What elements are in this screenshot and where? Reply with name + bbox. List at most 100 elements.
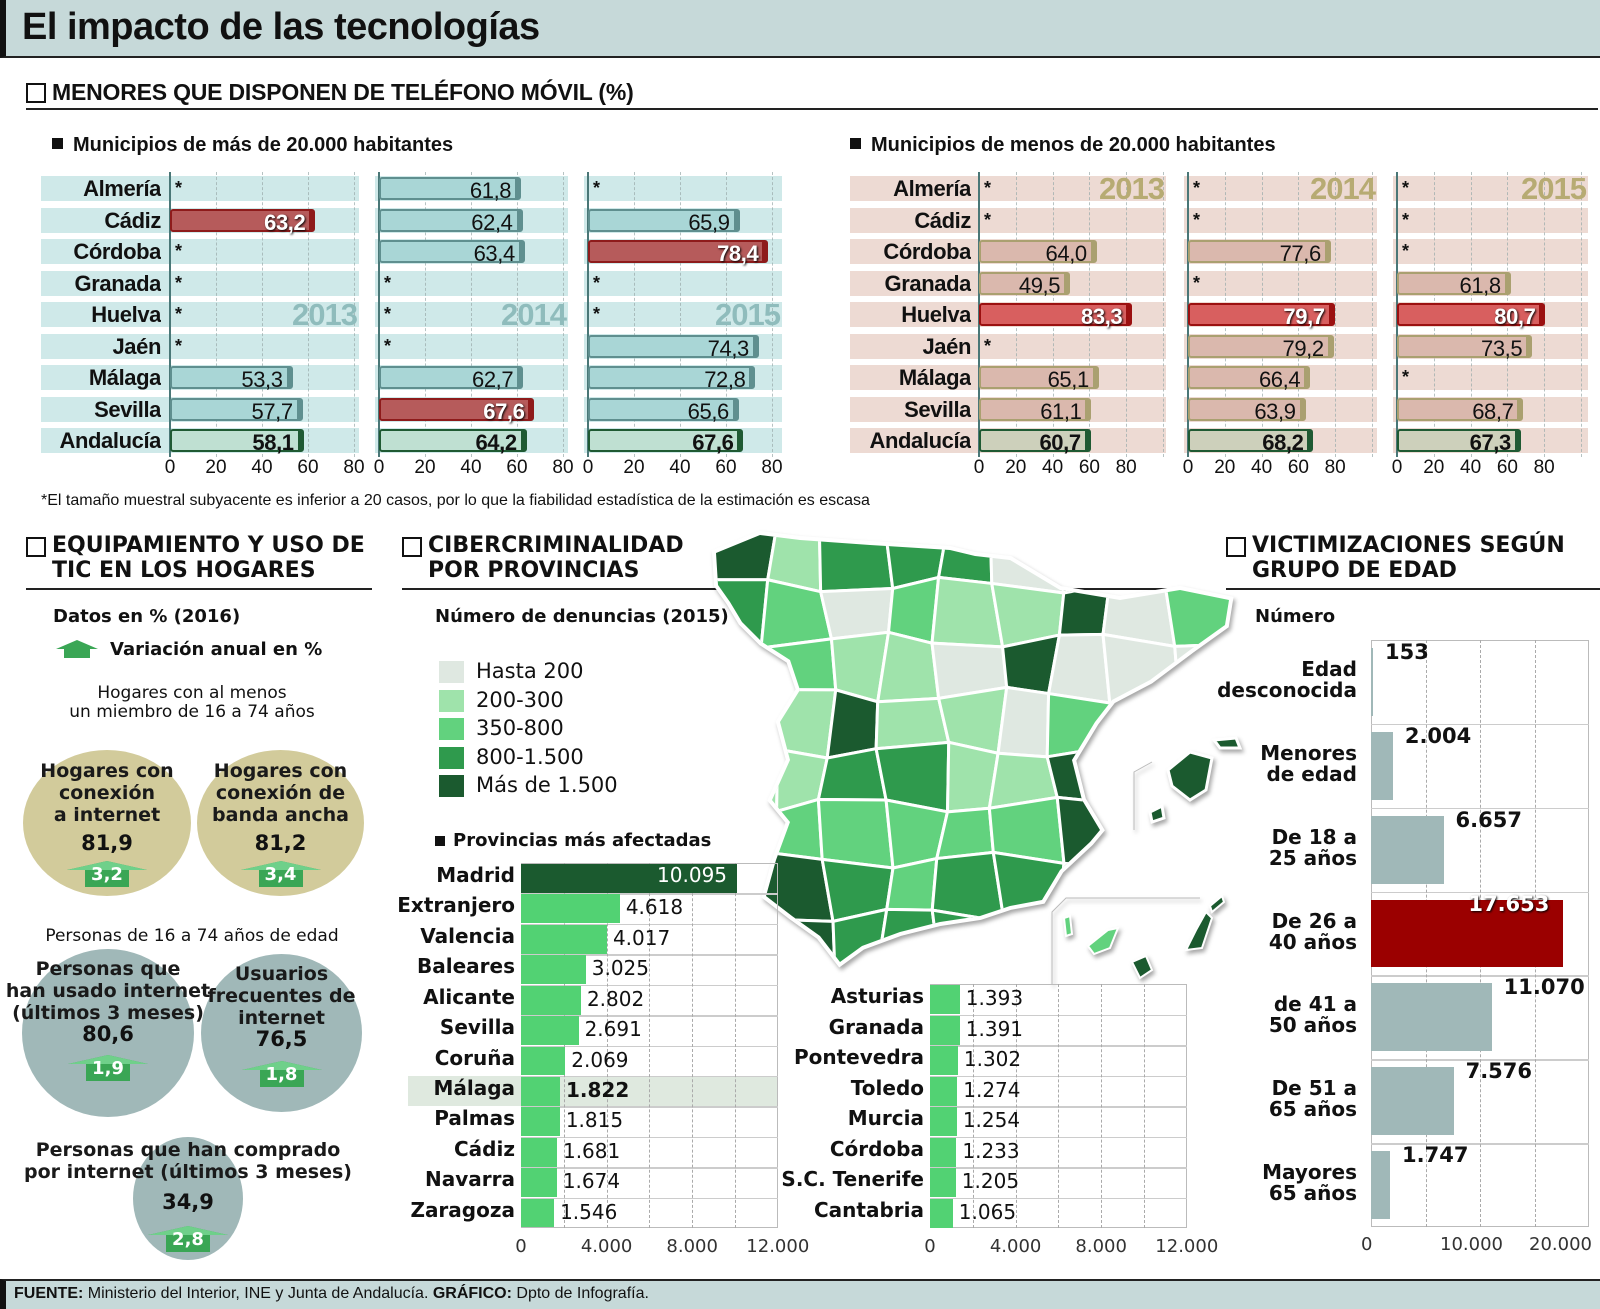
label-line: 50 años <box>1268 1013 1357 1038</box>
source-text: Ministerio del Interior, INE y Junta de … <box>83 1285 433 1302</box>
province-region <box>1053 535 1122 595</box>
bar: 80,7 <box>1397 303 1546 329</box>
missing-marker: * <box>593 304 601 324</box>
bar-label: Málaga <box>433 1075 515 1100</box>
bar-value: 1.681 <box>562 1138 621 1163</box>
x-tick-label: 20.000 <box>1529 1234 1592 1255</box>
label-line: 65 años <box>1268 1181 1357 1206</box>
bar-value: 7.576 <box>1465 1059 1533 1084</box>
spain-choropleth-map <box>711 530 1243 985</box>
indicator-value: 76,5 <box>255 1027 308 1051</box>
bar-label: de 41 a 50 años <box>1207 994 1357 1036</box>
bar-label: Palmas <box>434 1106 515 1131</box>
row-band <box>584 302 782 327</box>
province-region <box>816 797 895 870</box>
bar: 74,3 <box>588 334 759 361</box>
bar: 64,2 <box>379 429 527 455</box>
bar <box>1371 815 1444 884</box>
bar-value: 153 <box>1385 640 1429 664</box>
bar-value: 74,3 <box>707 335 750 361</box>
label-line: desconocida <box>1217 677 1357 702</box>
bar-label: Mayores 65 años <box>1207 1162 1357 1204</box>
title-line: un miembro de 16 a 74 años <box>69 702 315 722</box>
bar-value: 49,5 <box>1018 272 1061 298</box>
bar-value: 61,8 <box>1459 272 1501 298</box>
square-bullet-icon <box>435 836 445 846</box>
row-band <box>1184 207 1377 233</box>
title-bar <box>0 0 1600 58</box>
row-label: Sevilla <box>41 396 161 422</box>
bar-value: 2.802 <box>586 986 645 1011</box>
bar <box>1371 1067 1454 1136</box>
canary-island <box>1062 914 1074 938</box>
footnote: *El tamaño muestral subyacente es inferi… <box>41 492 870 509</box>
missing-marker: * <box>384 304 392 324</box>
label-line: frecuentes de <box>207 985 356 1007</box>
row-band <box>1393 207 1588 233</box>
bar-value: 65,1 <box>1047 367 1090 392</box>
bar-label: Zaragoza <box>410 1197 515 1222</box>
x-tick-label: 80 <box>1324 457 1346 478</box>
bar: 63,9 <box>1188 397 1306 424</box>
bar-value: 67,6 <box>692 430 734 455</box>
bar: 61,8 <box>1397 271 1511 298</box>
x-tick-label: 80 <box>1533 457 1555 478</box>
missing-marker: * <box>175 178 183 198</box>
bar-value: 17.653 <box>1468 891 1550 916</box>
label-line: han usado internet <box>5 980 211 1002</box>
x-tick-label: 80 <box>552 457 574 478</box>
row-label: Granada <box>850 270 971 296</box>
x-tick-label: 20 <box>205 457 227 478</box>
bar <box>930 1015 960 1045</box>
bar-label: Coruña <box>434 1045 515 1070</box>
x-tick-label: 12.000 <box>1155 1236 1219 1257</box>
province-region <box>1116 742 1172 815</box>
bar: 63,2 <box>170 208 316 235</box>
change-value: 1,9 <box>92 1058 124 1079</box>
legend-label: Más de 1.500 <box>476 773 618 797</box>
gridline <box>680 172 681 457</box>
small-municipalities-subtitle: Municipios de menos de 20.000 habitantes <box>850 134 1276 157</box>
indicator-label: Hogares con conexión a internet <box>0 760 287 826</box>
bar <box>521 924 607 954</box>
section-box-icon <box>26 537 46 557</box>
gridline <box>1101 984 1103 1228</box>
axis-line <box>378 172 380 457</box>
label-line: (últimos 3 meses) <box>12 1002 204 1024</box>
row-band <box>1184 176 1377 201</box>
x-tick-label: 0 <box>924 1236 936 1257</box>
year-label: 2013 <box>1099 171 1165 206</box>
bar-value: 80,7 <box>1494 304 1536 329</box>
households-group-title: Hogares con al menos un miembro de 16 a 7… <box>42 684 342 722</box>
label-line: Personas que han comprado <box>35 1139 341 1161</box>
missing-marker: * <box>1402 241 1410 261</box>
missing-marker: * <box>175 272 183 293</box>
bar: 57,7 <box>170 397 303 424</box>
label-line: 40 años <box>1268 929 1357 954</box>
x-tick-label: 0 <box>515 1236 527 1257</box>
province-region <box>934 806 995 861</box>
change-value: 3,4 <box>264 864 297 885</box>
bar: 67,3 <box>1397 429 1521 455</box>
subtitle-text: Municipios de menos de 20.000 habitantes <box>871 134 1276 156</box>
x-tick-label: 0 <box>973 457 985 478</box>
x-tick-label: 10.000 <box>1440 1234 1503 1255</box>
page-title: El impacto de las tecnologías <box>22 6 540 48</box>
bar-value: 67,3 <box>1469 430 1512 455</box>
indicator-value: 34,9 <box>162 1190 214 1214</box>
province-region <box>884 856 939 912</box>
bar <box>930 1137 957 1167</box>
canary-island <box>1208 894 1226 914</box>
row-label: Almería <box>850 176 971 201</box>
section-rule <box>1226 588 1600 590</box>
label-line: internet <box>238 1007 325 1029</box>
bar: 49,5 <box>979 271 1071 298</box>
change-value: 2,8 <box>172 1229 204 1250</box>
footer: FUENTE: Ministerio del Interior, INE y J… <box>0 1279 1600 1309</box>
bar-value: 2.069 <box>571 1047 629 1072</box>
missing-marker: * <box>175 335 183 356</box>
legend-label: Hasta 200 <box>476 659 584 683</box>
bar: 62,7 <box>379 366 524 392</box>
variation-arrow-icon <box>56 640 98 658</box>
x-tick-label: 12.000 <box>746 1236 810 1257</box>
